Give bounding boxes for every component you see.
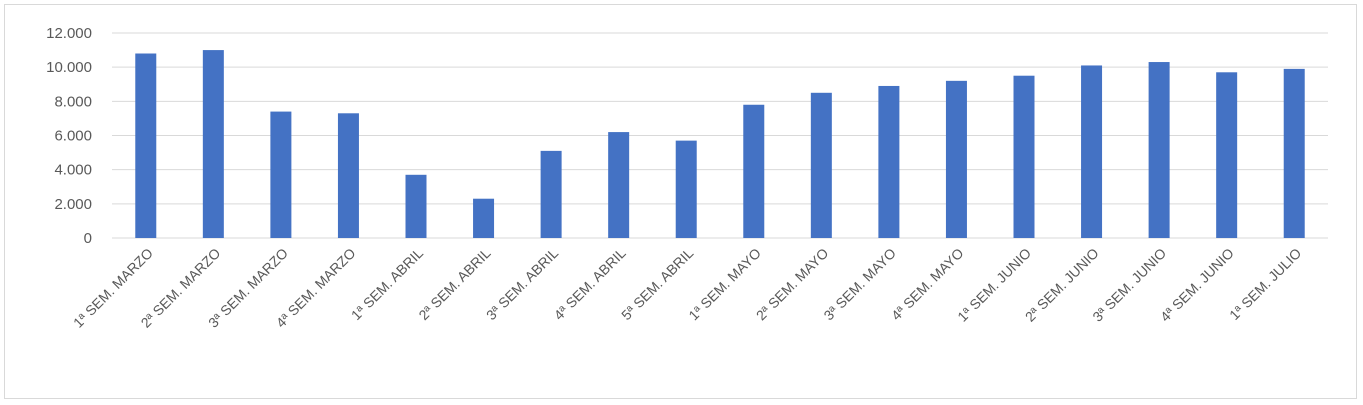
y-tick-label: 10.000 [46, 59, 92, 76]
bar [540, 150, 562, 238]
bar [337, 113, 359, 238]
bar [405, 174, 427, 238]
bar [1216, 72, 1238, 239]
x-category-label: 1ª SEM. JULIO [1226, 245, 1304, 323]
y-tick-label: 8.000 [54, 93, 92, 110]
y-tick-label: 4.000 [54, 162, 92, 179]
y-tick-label: 6.000 [54, 128, 92, 145]
bar [878, 85, 900, 238]
bar [1148, 62, 1170, 238]
bar [743, 104, 765, 238]
bar [270, 111, 292, 238]
bar [810, 92, 832, 239]
bar [675, 140, 697, 238]
bar [1283, 68, 1305, 238]
bar [1013, 75, 1035, 238]
y-tick-label: 12.000 [46, 25, 92, 42]
bar [202, 50, 224, 239]
y-tick-label: 0 [84, 230, 92, 247]
bar [135, 53, 157, 238]
y-tick-label: 2.000 [54, 196, 92, 213]
x-category-label: 4ª SEM. JUNIO [1157, 245, 1237, 325]
bar [1081, 65, 1103, 238]
bar [608, 132, 630, 238]
bar [945, 80, 967, 238]
bar [473, 198, 495, 238]
